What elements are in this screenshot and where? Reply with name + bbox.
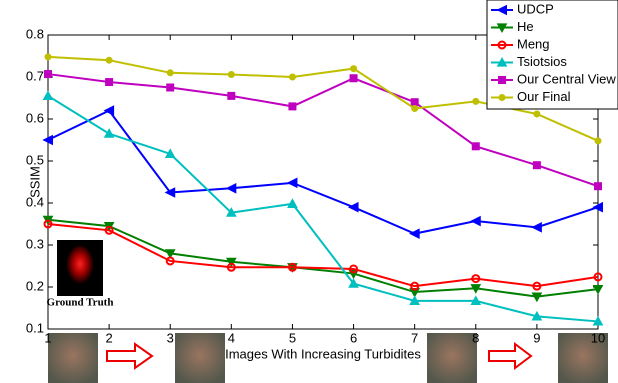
marker <box>412 106 418 112</box>
x-tick-label: 5 <box>289 330 296 345</box>
marker <box>471 217 480 226</box>
marker <box>410 229 419 238</box>
x-tick-label: 7 <box>411 330 418 345</box>
y-axis-label: SSIM <box>27 166 42 198</box>
marker <box>44 91 53 99</box>
ground-truth-object <box>66 246 94 286</box>
marker <box>228 71 234 77</box>
y-tick-label: 0.1 <box>26 320 44 335</box>
marker <box>106 57 112 63</box>
legend-label: Meng <box>517 36 550 51</box>
x-tick-label: 10 <box>591 330 605 345</box>
marker <box>45 71 52 78</box>
y-tick-label: 0.3 <box>26 236 44 251</box>
legend-label: Our Central View <box>517 71 616 86</box>
legend-label: Tsiotsios <box>517 54 567 69</box>
annotation: Ground Truth <box>47 297 114 309</box>
marker <box>289 74 295 80</box>
arrow <box>107 344 152 368</box>
legend-marker <box>499 77 506 84</box>
x-tick-label: 4 <box>228 330 235 345</box>
marker <box>227 184 236 193</box>
marker <box>349 203 358 212</box>
x-tick-label: 1 <box>44 330 51 345</box>
marker <box>351 66 357 72</box>
marker <box>167 70 173 76</box>
x-tick-label: 2 <box>105 330 112 345</box>
x-tick-label: 8 <box>472 330 479 345</box>
marker <box>228 92 235 99</box>
x-tick-label: 9 <box>533 330 540 345</box>
legend-label: UDCP <box>517 1 554 16</box>
marker <box>289 103 296 110</box>
y-tick-label: 0.6 <box>26 110 44 125</box>
legend-label: Our Final <box>517 89 571 104</box>
marker <box>105 106 114 115</box>
y-tick-label: 0.5 <box>26 152 44 167</box>
marker <box>288 178 297 187</box>
series-line <box>48 96 598 322</box>
turbid-image <box>48 333 98 383</box>
series-line <box>48 111 598 234</box>
marker <box>350 75 357 82</box>
marker <box>533 162 540 169</box>
marker <box>45 54 51 60</box>
marker <box>473 98 479 104</box>
marker <box>167 84 174 91</box>
y-tick-label: 0.8 <box>26 26 44 41</box>
marker <box>595 138 601 144</box>
marker <box>595 183 602 190</box>
y-tick-label: 0.2 <box>26 278 44 293</box>
turbid-image <box>427 333 477 383</box>
x-axis-label: Images With Increasing Turbidites <box>225 346 421 361</box>
turbid-image <box>175 333 225 383</box>
arrow <box>489 344 531 368</box>
series-line <box>48 224 598 286</box>
y-tick-label: 0.4 <box>26 194 44 209</box>
marker <box>534 111 540 117</box>
legend-marker <box>499 95 505 101</box>
series-line <box>48 220 598 297</box>
marker <box>105 129 114 137</box>
x-tick-label: 3 <box>167 330 174 345</box>
marker <box>472 143 479 150</box>
marker <box>532 223 541 232</box>
y-tick-label: 0.7 <box>26 68 44 83</box>
x-tick-label: 6 <box>350 330 357 345</box>
marker <box>106 79 113 86</box>
legend-label: He <box>517 19 534 34</box>
chart: SSIM Images With Increasing Turbidites G… <box>0 0 618 383</box>
marker <box>411 99 418 106</box>
